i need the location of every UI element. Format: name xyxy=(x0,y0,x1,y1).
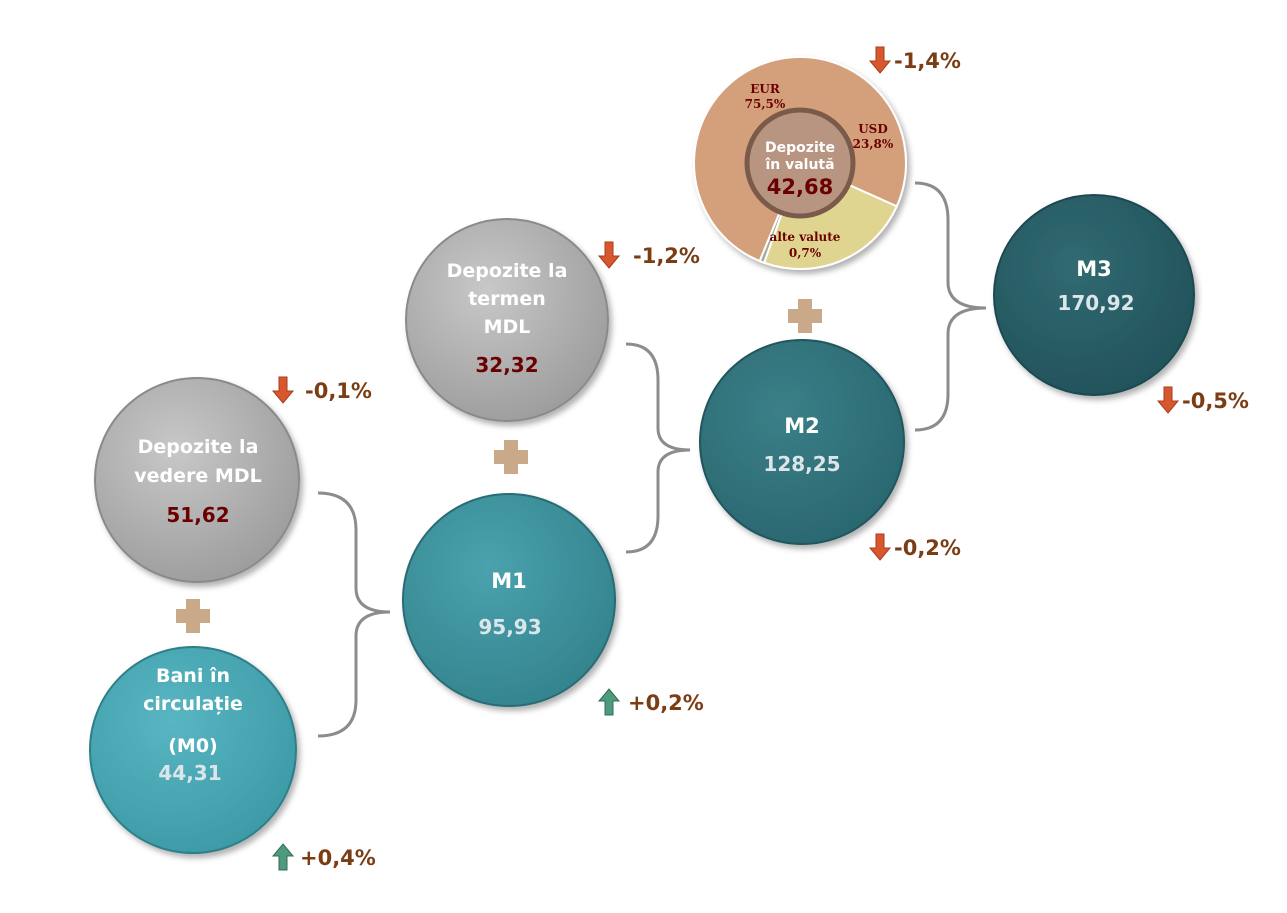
bracket-m1-termen xyxy=(625,342,691,554)
node-termen-value: 32,32 xyxy=(475,353,538,377)
change-vedere: -0,1% xyxy=(271,376,372,404)
node-termen-title-line1: Depozite la xyxy=(447,260,568,282)
node-m3-value: 170,92 xyxy=(1057,291,1134,315)
arrow-up-icon xyxy=(597,688,621,716)
node-vedere-title-line1: Depozite la xyxy=(138,436,259,458)
node-valuta-value: 42,68 xyxy=(767,175,833,199)
change-m0-text: +0,4% xyxy=(300,846,376,870)
node-m3-title: M3 xyxy=(1076,257,1112,281)
eur-label-name: EUR xyxy=(750,82,781,96)
usd-label-value: 23,8% xyxy=(853,137,894,151)
node-valuta-title-line2: în valută xyxy=(764,157,834,173)
donut-center xyxy=(744,107,856,219)
change-valuta-text: -1,4% xyxy=(894,49,961,73)
change-m3-text: -0,5% xyxy=(1182,389,1249,413)
node-m1-value: 95,93 xyxy=(478,615,541,639)
bracket-m2-valuta xyxy=(914,181,987,432)
change-m0: +0,4% xyxy=(271,843,376,871)
change-m3: -0,5% xyxy=(1156,386,1249,414)
node-vedere-value: 51,62 xyxy=(166,503,229,527)
arrow-down-icon xyxy=(1156,386,1180,414)
node-vedere: Depozite la vedere MDL 51,62 xyxy=(94,377,300,583)
other-label-name: alte valute xyxy=(770,230,841,244)
node-m0-value: 44,31 xyxy=(158,761,221,785)
change-m1: +0,2% xyxy=(597,688,704,716)
usd-label-name: USD xyxy=(858,122,888,136)
arrow-down-icon xyxy=(868,46,892,74)
node-vedere-title-line2: vedere MDL xyxy=(134,465,261,487)
bracket-m0-vedere xyxy=(317,491,391,738)
plus-icon xyxy=(788,299,822,333)
node-m3: M3 170,92 xyxy=(993,194,1195,396)
change-valuta: -1,4% xyxy=(868,46,961,74)
arrow-down-icon xyxy=(868,533,892,561)
plus-icon xyxy=(176,599,210,633)
node-m0-title-line3: (M0) xyxy=(168,735,218,757)
node-m2: M2 128,25 xyxy=(699,339,905,545)
node-m0-title-line2: circulație xyxy=(143,693,243,715)
eur-label-value: 75,5% xyxy=(745,97,786,111)
node-m1-title: M1 xyxy=(491,569,527,593)
change-termen-text: -1,2% xyxy=(633,244,700,268)
node-m2-title: M2 xyxy=(784,414,820,438)
change-m2-text: -0,2% xyxy=(894,536,961,560)
node-termen-title-line2: termen xyxy=(468,288,546,310)
node-m0: Bani în circulație (M0) 44,31 xyxy=(89,646,297,854)
change-m2: -0,2% xyxy=(868,533,961,561)
arrow-up-icon xyxy=(271,843,295,871)
other-label-value: 0,7% xyxy=(789,246,822,260)
change-vedere-text: -0,1% xyxy=(305,379,372,403)
node-m1: M1 95,93 xyxy=(402,493,616,707)
change-m1-text: +0,2% xyxy=(628,691,704,715)
change-termen: -1,2% xyxy=(597,241,700,269)
arrow-down-icon xyxy=(597,241,621,269)
arrow-down-icon xyxy=(271,376,295,404)
node-m2-value: 128,25 xyxy=(763,452,840,476)
plus-icon xyxy=(494,440,528,474)
node-valuta-title-line1: Depozite xyxy=(765,140,835,156)
node-m0-title-line1: Bani în xyxy=(156,665,230,687)
node-termen-title-line3: MDL xyxy=(484,316,531,338)
node-termen: Depozite la termen MDL 32,32 xyxy=(405,218,609,422)
node-valuta: Depozite în valută 42,68 EUR 75,5% USD 2… xyxy=(693,56,907,270)
